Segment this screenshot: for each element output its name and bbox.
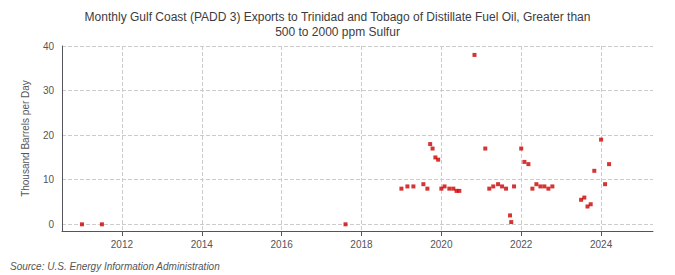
svg-text:2014: 2014: [191, 239, 214, 250]
svg-text:Source: U.S. Energy Informatio: Source: U.S. Energy Information Administ…: [10, 261, 220, 272]
svg-text:500 to 2000 ppm Sulfur: 500 to 2000 ppm Sulfur: [275, 25, 400, 39]
svg-text:2024: 2024: [590, 239, 613, 250]
svg-text:40: 40: [43, 41, 55, 52]
svg-text:2022: 2022: [510, 239, 533, 250]
svg-text:Monthly Gulf Coast (PADD 3) Ex: Monthly Gulf Coast (PADD 3) Exports to T…: [85, 10, 591, 24]
svg-text:0: 0: [48, 219, 54, 230]
svg-text:20: 20: [43, 130, 55, 141]
svg-text:2012: 2012: [111, 239, 134, 250]
svg-text:2020: 2020: [430, 239, 453, 250]
svg-text:10: 10: [43, 174, 55, 185]
svg-text:30: 30: [43, 85, 55, 96]
svg-text:Thousand Barrels per Day: Thousand Barrels per Day: [20, 80, 31, 197]
svg-text:2018: 2018: [350, 239, 373, 250]
svg-text:2016: 2016: [271, 239, 294, 250]
